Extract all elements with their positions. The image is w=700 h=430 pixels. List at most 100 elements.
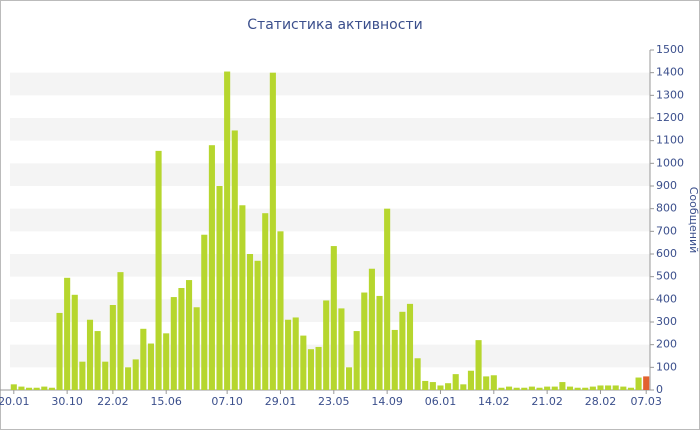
- y-tick-label: 0: [656, 383, 663, 396]
- bar: [589, 386, 596, 390]
- x-tick-label: 30.10: [51, 395, 83, 408]
- y-tick-label: 1200: [656, 111, 684, 124]
- bar: [353, 331, 360, 390]
- grid-band: [10, 208, 650, 232]
- bar: [498, 387, 505, 390]
- bar: [490, 375, 497, 390]
- bar: [323, 300, 330, 390]
- x-tick-label: 20.01: [0, 395, 30, 408]
- bar: [368, 268, 375, 390]
- bar: [506, 386, 513, 390]
- bar: [406, 303, 414, 390]
- bar: [231, 130, 238, 390]
- y-tick-label: 200: [656, 338, 677, 351]
- grid-band: [10, 118, 650, 141]
- bar: [48, 387, 55, 390]
- bar: [627, 387, 634, 390]
- bar: [437, 385, 444, 390]
- bar: [102, 361, 109, 390]
- x-tick-label: 15.06: [150, 395, 182, 408]
- bar: [521, 387, 528, 390]
- bar: [125, 367, 132, 390]
- bar: [64, 277, 71, 390]
- bar: [163, 333, 170, 390]
- y-tick-label: 1500: [656, 43, 684, 56]
- grid-band: [10, 72, 650, 96]
- y-tick-label: 800: [656, 202, 677, 215]
- bar: [109, 305, 116, 390]
- bar: [452, 374, 459, 390]
- bar: [513, 387, 520, 390]
- y-tick-label: 1400: [656, 66, 684, 79]
- bar: [117, 272, 124, 390]
- bar: [79, 361, 86, 390]
- bar: [574, 387, 581, 390]
- grid-band: [10, 344, 650, 368]
- bar: [193, 307, 200, 390]
- x-tick-label: 07.10: [211, 395, 243, 408]
- bar: [292, 317, 299, 390]
- bar: [597, 385, 604, 390]
- y-tick-label: 1100: [656, 134, 684, 147]
- chart-title: Статистика активности: [247, 17, 422, 33]
- y-tick-label: 400: [656, 292, 677, 305]
- bar: [620, 386, 627, 390]
- bar: [132, 359, 139, 390]
- bar: [262, 213, 269, 390]
- bar: [239, 205, 246, 390]
- bar: [10, 384, 17, 390]
- y-tick-label: 600: [656, 247, 677, 260]
- bar: [361, 292, 368, 390]
- bar: [582, 387, 589, 390]
- bar: [566, 386, 574, 390]
- grid-band: [10, 254, 650, 277]
- bar: [605, 385, 612, 390]
- x-tick-label: 23.05: [318, 395, 350, 408]
- x-tick-label: 22.02: [97, 395, 129, 408]
- bar: [399, 311, 406, 390]
- bar: [186, 280, 193, 390]
- bar: [26, 387, 33, 390]
- bar: [285, 319, 292, 390]
- bar: [559, 382, 566, 390]
- x-tick-label: 29.01: [265, 395, 297, 408]
- bar: [643, 376, 650, 390]
- bar: [635, 377, 642, 390]
- y-tick-label: 900: [656, 179, 677, 192]
- bar: [475, 340, 482, 390]
- bar: [254, 260, 261, 390]
- bar: [140, 328, 147, 390]
- y-tick-label: 1300: [656, 88, 684, 101]
- x-tick-label: 06.01: [425, 395, 457, 408]
- bar: [246, 254, 254, 390]
- bar: [155, 150, 162, 390]
- y-axis-title: Сообщений: [687, 187, 700, 254]
- bar: [33, 387, 40, 390]
- bar: [536, 387, 543, 390]
- bar: [307, 349, 314, 390]
- bar: [86, 319, 94, 390]
- grid-band: [10, 163, 650, 186]
- bar: [41, 386, 48, 390]
- bar: [71, 294, 78, 390]
- bar: [94, 331, 101, 390]
- bar: [346, 367, 353, 390]
- bar: [429, 382, 436, 390]
- x-tick-label: 21.02: [531, 395, 563, 408]
- bar: [391, 329, 398, 390]
- y-tick-label: 300: [656, 315, 677, 328]
- bar: [170, 297, 177, 390]
- bar: [147, 343, 154, 390]
- y-tick-label: 1000: [656, 156, 684, 169]
- bar: [201, 234, 208, 390]
- bar: [300, 335, 307, 390]
- bar: [467, 370, 474, 390]
- y-tick-label: 500: [656, 270, 677, 283]
- bar: [18, 386, 25, 390]
- bar: [422, 380, 429, 390]
- grid-band: [10, 299, 650, 322]
- bar: [544, 386, 551, 390]
- bar: [269, 72, 276, 391]
- bar: [483, 376, 490, 390]
